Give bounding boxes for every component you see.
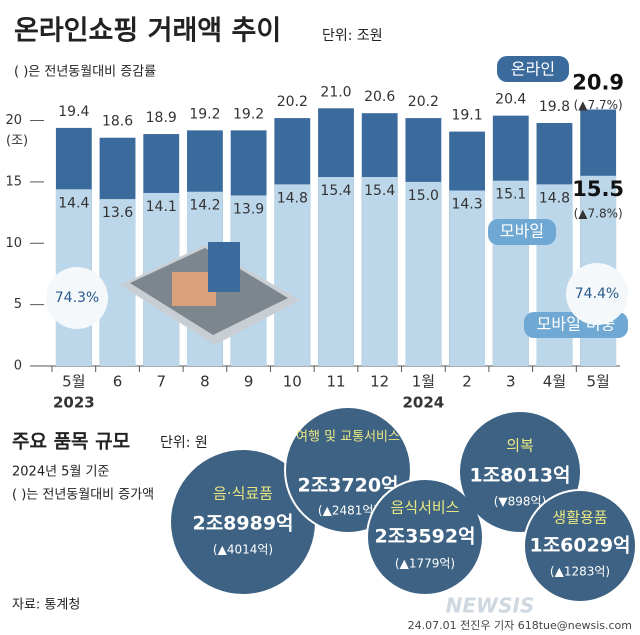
items-title: 주요 품목 규모	[12, 431, 130, 453]
value-label: 15.4	[320, 183, 351, 199]
value-label: 18.6	[102, 114, 133, 130]
change-label: (▲7.8%)	[574, 206, 623, 220]
x-tick-label: 5월	[586, 373, 609, 391]
legend-online-box	[497, 56, 569, 82]
x-tick-label: 7	[156, 373, 166, 391]
x-tick-label: 12	[370, 373, 389, 391]
x-tick-label: 11	[326, 373, 345, 391]
unit: 단위: 조원	[322, 28, 383, 44]
x-tick-label: 6	[113, 373, 123, 391]
bubble: 음식서비스 2조3592억 (▲1779억)	[366, 478, 484, 596]
value-label: 14.1	[146, 199, 177, 215]
value-label: 15.1	[495, 187, 526, 203]
y-tick-label: 15	[5, 174, 22, 189]
value-label: 14.8	[277, 190, 308, 206]
phone	[120, 242, 300, 345]
value-label: 19.1	[451, 108, 482, 124]
value-label: 19.2	[189, 106, 220, 122]
bubble-amount: 1조8013억	[469, 465, 570, 487]
value-label: 14.3	[451, 197, 482, 213]
value-label: 15.0	[408, 188, 439, 204]
items-basis: 2024년 5월 기준	[12, 465, 109, 480]
bubble-change: (▲4014억)	[213, 543, 273, 557]
value-label: 21.0	[320, 84, 351, 100]
y-tick-label: 0	[14, 359, 22, 374]
bar	[536, 184, 573, 366]
bubble-change: (▲2481억)	[318, 504, 378, 518]
share-circle	[566, 263, 628, 325]
bubble-name: 여행 및 교통서비스	[296, 429, 400, 445]
y-tick-label: 20	[5, 113, 22, 128]
year-label: 2024	[403, 394, 445, 412]
y-label: (조)	[6, 134, 28, 149]
x-tick-label: 4월	[543, 373, 566, 391]
value-label: 14.8	[539, 190, 570, 206]
bar	[492, 180, 529, 366]
x-tick-label: 9	[244, 373, 254, 391]
bubble-change: (▼898억)	[494, 495, 547, 509]
bubble-change: (▲1779억)	[395, 557, 455, 571]
year-label: 2023	[53, 394, 95, 412]
value-label: 20.2	[277, 94, 308, 110]
share-label: 74.4%	[575, 286, 619, 302]
value-label: 20.2	[408, 94, 439, 110]
source: 자료: 통계청	[12, 598, 80, 613]
credit: 24.07.01 전진우 기자 618tue@newsis.com	[408, 619, 632, 632]
value-label: 19.2	[233, 106, 264, 122]
bubble: 생활용품 1조6029억 (▲1283억)	[523, 489, 637, 603]
value-label: 18.9	[146, 110, 177, 126]
value-label: 13.9	[233, 201, 264, 217]
bubble-amount: 2조8989억	[192, 513, 293, 535]
legend-mobile-box	[488, 219, 556, 245]
bubble-amount: 1조6029억	[529, 535, 630, 557]
bar	[405, 181, 442, 366]
share-label: 74.3%	[55, 290, 99, 306]
legend-mobile: 모바일	[500, 222, 544, 241]
value-label: 20.9	[572, 71, 624, 95]
y-tick-label: 5	[14, 297, 22, 312]
legend-online: 온라인	[511, 60, 555, 79]
x-tick-label: 1월	[412, 373, 435, 391]
value-label: 14.2	[189, 198, 220, 214]
bar	[361, 177, 398, 366]
bar	[318, 177, 354, 366]
y-tick-label: 10	[5, 236, 22, 251]
x-tick-label: 5월	[62, 373, 85, 391]
value-label: 15.5	[572, 177, 624, 201]
bubble-amount: 2조3592억	[374, 526, 475, 548]
value-label: 15.4	[364, 183, 395, 199]
bubble-name: 생활용품	[552, 509, 607, 527]
x-tick-label: 10	[283, 373, 302, 391]
value-label: 14.4	[58, 195, 89, 211]
bubble-name: 음식서비스	[390, 499, 459, 517]
value-label: 13.6	[102, 205, 133, 221]
value-label: 19.8	[539, 99, 570, 115]
bubble-name: 음·식료품	[213, 485, 273, 503]
bar	[274, 184, 311, 366]
x-tick-label: 8	[200, 373, 210, 391]
value-label: 20.4	[495, 92, 526, 108]
bubble-change: (▲1283억)	[550, 565, 610, 579]
x-tick-label: 3	[506, 373, 516, 391]
x-tick-label: 2	[462, 373, 472, 391]
bar	[449, 190, 485, 366]
bubble-amount: 2조3720억	[297, 475, 398, 497]
items-unit: 단위: 원	[160, 435, 208, 451]
chart-title: 온라인쇼핑 거래액 추이	[14, 16, 281, 47]
change-label: (▲7.7%)	[574, 98, 623, 112]
value-label: 19.4	[58, 104, 89, 120]
items-note: ( )는 전년동월대비 증가액	[12, 488, 154, 503]
bubble: 음·식료품 2조8989억 (▲4014억)	[171, 450, 315, 594]
subtitle: ( )은 전년동월대비 증감률	[14, 65, 156, 80]
share-circle	[46, 267, 108, 329]
value-label: 20.6	[364, 89, 395, 105]
logo: NEWSIS	[446, 594, 535, 618]
bubble-name: 의복	[506, 437, 534, 455]
